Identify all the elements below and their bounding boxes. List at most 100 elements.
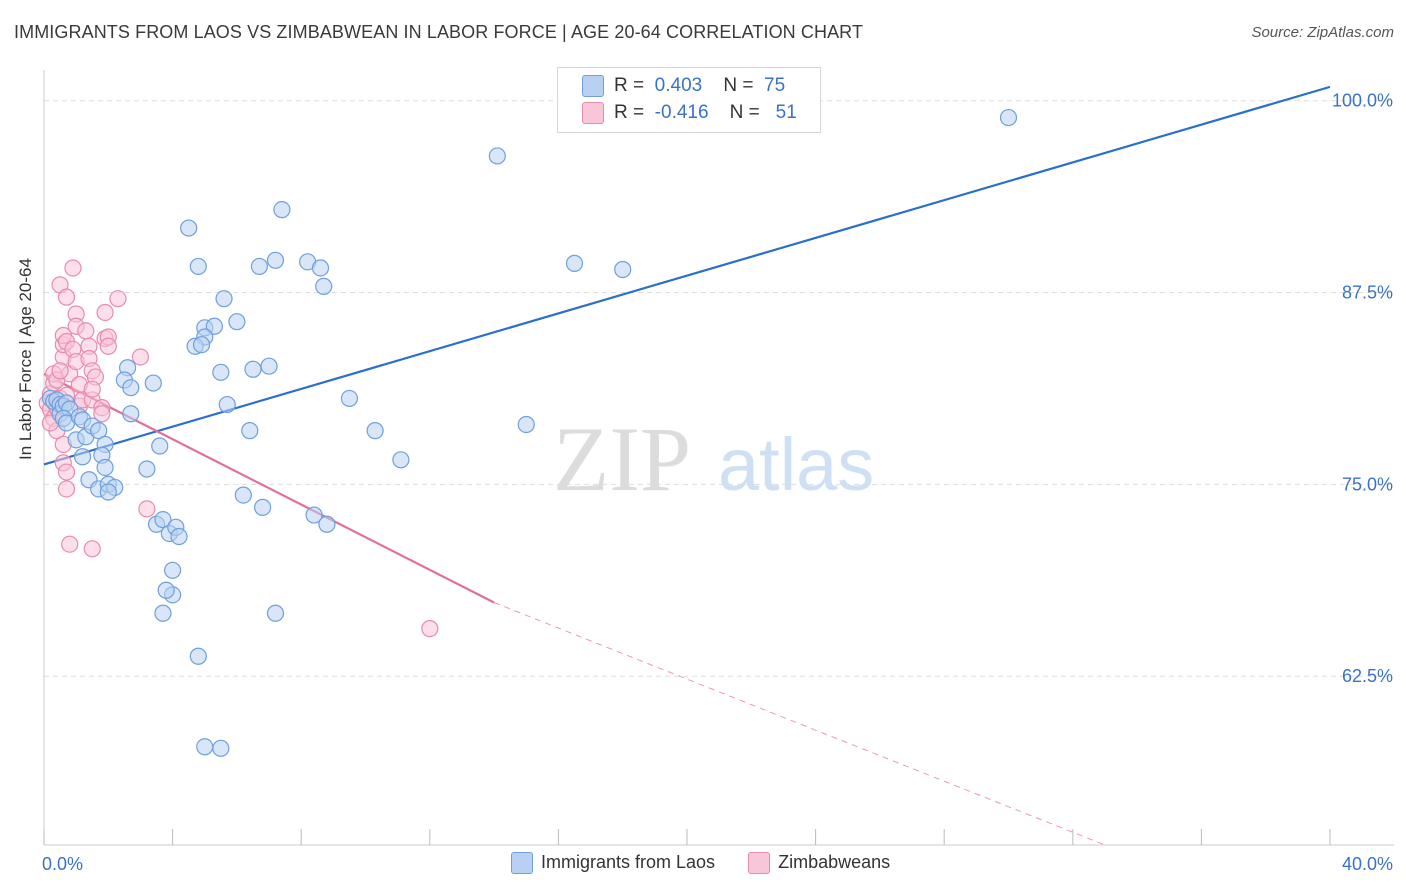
point-zimbabweans [131,348,150,366]
series-legend: Immigrants from Laos Zimbabweans [511,852,918,875]
point-laos [266,251,285,269]
y-tick-label: 62.5% [1342,666,1393,686]
point-zimbabweans [421,620,439,638]
point-zimbabweans [64,259,82,277]
trend-extension-zimbabweans [493,602,1106,846]
point-laos [212,363,230,381]
point-laos [234,486,252,504]
point-laos [99,483,117,501]
point-laos [180,219,198,237]
point-laos [565,254,584,272]
point-laos [151,437,169,455]
point-laos [614,260,632,279]
x-tick-labels: 0.0% 40.0% [42,854,1393,874]
y-tick-label: 75.0% [1342,474,1393,494]
legend-r-laos: 0.403 [654,75,703,97]
legend-row-zimbabweans: R = -0.416 N = 51 [582,102,797,126]
point-zimbabweans [96,303,114,322]
trend-lines [43,85,1331,846]
legend-swatch-zimbabweans [582,102,604,124]
point-laos [192,336,211,354]
point-laos [138,460,156,478]
point-laos [189,257,207,276]
point-laos [517,415,535,434]
point-laos [250,257,269,276]
point-zimbabweans [77,322,95,340]
point-laos [164,561,182,579]
point-laos [340,389,359,408]
point-laos [228,313,246,331]
point-laos [157,581,175,599]
correlation-legend: R = 0.403 N = 75 R = -0.416 N = 51 [557,67,821,133]
legend-n-zimbabweans: 51 [775,102,797,124]
legend-item-zimbabweans: Zimbabweans [748,852,891,875]
point-laos [273,201,291,219]
point-laos [311,259,330,277]
legend-swatch-laos [582,75,604,97]
legend-row-laos: R = 0.403 N = 75 [582,75,785,99]
point-laos [189,647,207,665]
point-laos [144,374,162,392]
legend-r-zimbabweans: -0.416 [654,102,709,124]
y-tick-label: 100.0% [1332,91,1393,111]
chart-title: IMMIGRANTS FROM LAOS VS ZIMBABWEAN IN LA… [14,22,864,42]
point-laos [392,451,410,469]
point-laos [305,506,323,524]
x-tick-label-max: 40.0% [1342,854,1393,874]
point-zimbabweans [83,380,101,398]
point-laos [205,317,223,335]
point-laos [154,604,172,622]
source-label: Source: ZipAtlas.com [1251,24,1394,41]
point-laos [73,448,92,466]
legend-r-label: R = [614,102,645,124]
point-zimbabweans [51,362,69,380]
point-laos [366,422,384,440]
point-zimbabweans [61,535,79,553]
point-laos [122,379,140,397]
trend-line-laos [43,85,1331,466]
legend-r-label: R = [614,75,645,97]
legend-swatch-laos [511,852,533,875]
watermark: ZIP atlas [553,408,874,510]
point-laos [266,604,285,622]
point-zimbabweans [57,480,76,498]
axes [43,70,1394,846]
point-laos [488,147,506,165]
point-laos [218,395,236,414]
point-zimbabweans [83,540,101,558]
legend-item-laos: Immigrants from Laos [511,852,716,875]
point-zimbabweans [109,290,127,308]
watermark-atlas: atlas [718,423,874,506]
watermark-zip: ZIP [553,408,691,510]
point-laos [154,511,172,529]
point-laos [254,498,272,516]
point-laos [241,422,259,440]
y-tick-label: 87.5% [1342,283,1393,303]
point-laos [318,515,336,533]
point-zimbabweans [93,405,111,423]
point-laos [244,360,262,378]
point-zimbabweans [138,500,156,518]
point-laos [90,422,108,440]
point-zimbabweans [99,337,117,355]
legend-swatch-zimbabweans [748,852,771,875]
point-laos [212,739,230,757]
point-laos [170,527,188,546]
grid-lines [44,100,1394,677]
legend-n-label: N = [723,75,754,97]
laos-points [41,108,1018,757]
point-zimbabweans [57,288,76,306]
legend-n-laos: 75 [764,75,786,97]
point-laos [315,277,333,295]
legend-label-zimbabweans: Zimbabweans [778,852,891,872]
point-laos [215,290,233,308]
legend-label-laos: Immigrants from Laos [541,852,716,872]
y-axis-label: In Labor Force | Age 20-64 [16,258,35,460]
trend-line-zimbabweans [43,372,495,604]
y-tick-labels: 62.5% 75.0% 87.5% 100.0% [1332,91,1393,686]
point-zimbabweans [57,463,76,481]
point-laos [999,108,1018,127]
legend-n-label: N = [729,102,760,124]
point-laos [122,405,140,423]
